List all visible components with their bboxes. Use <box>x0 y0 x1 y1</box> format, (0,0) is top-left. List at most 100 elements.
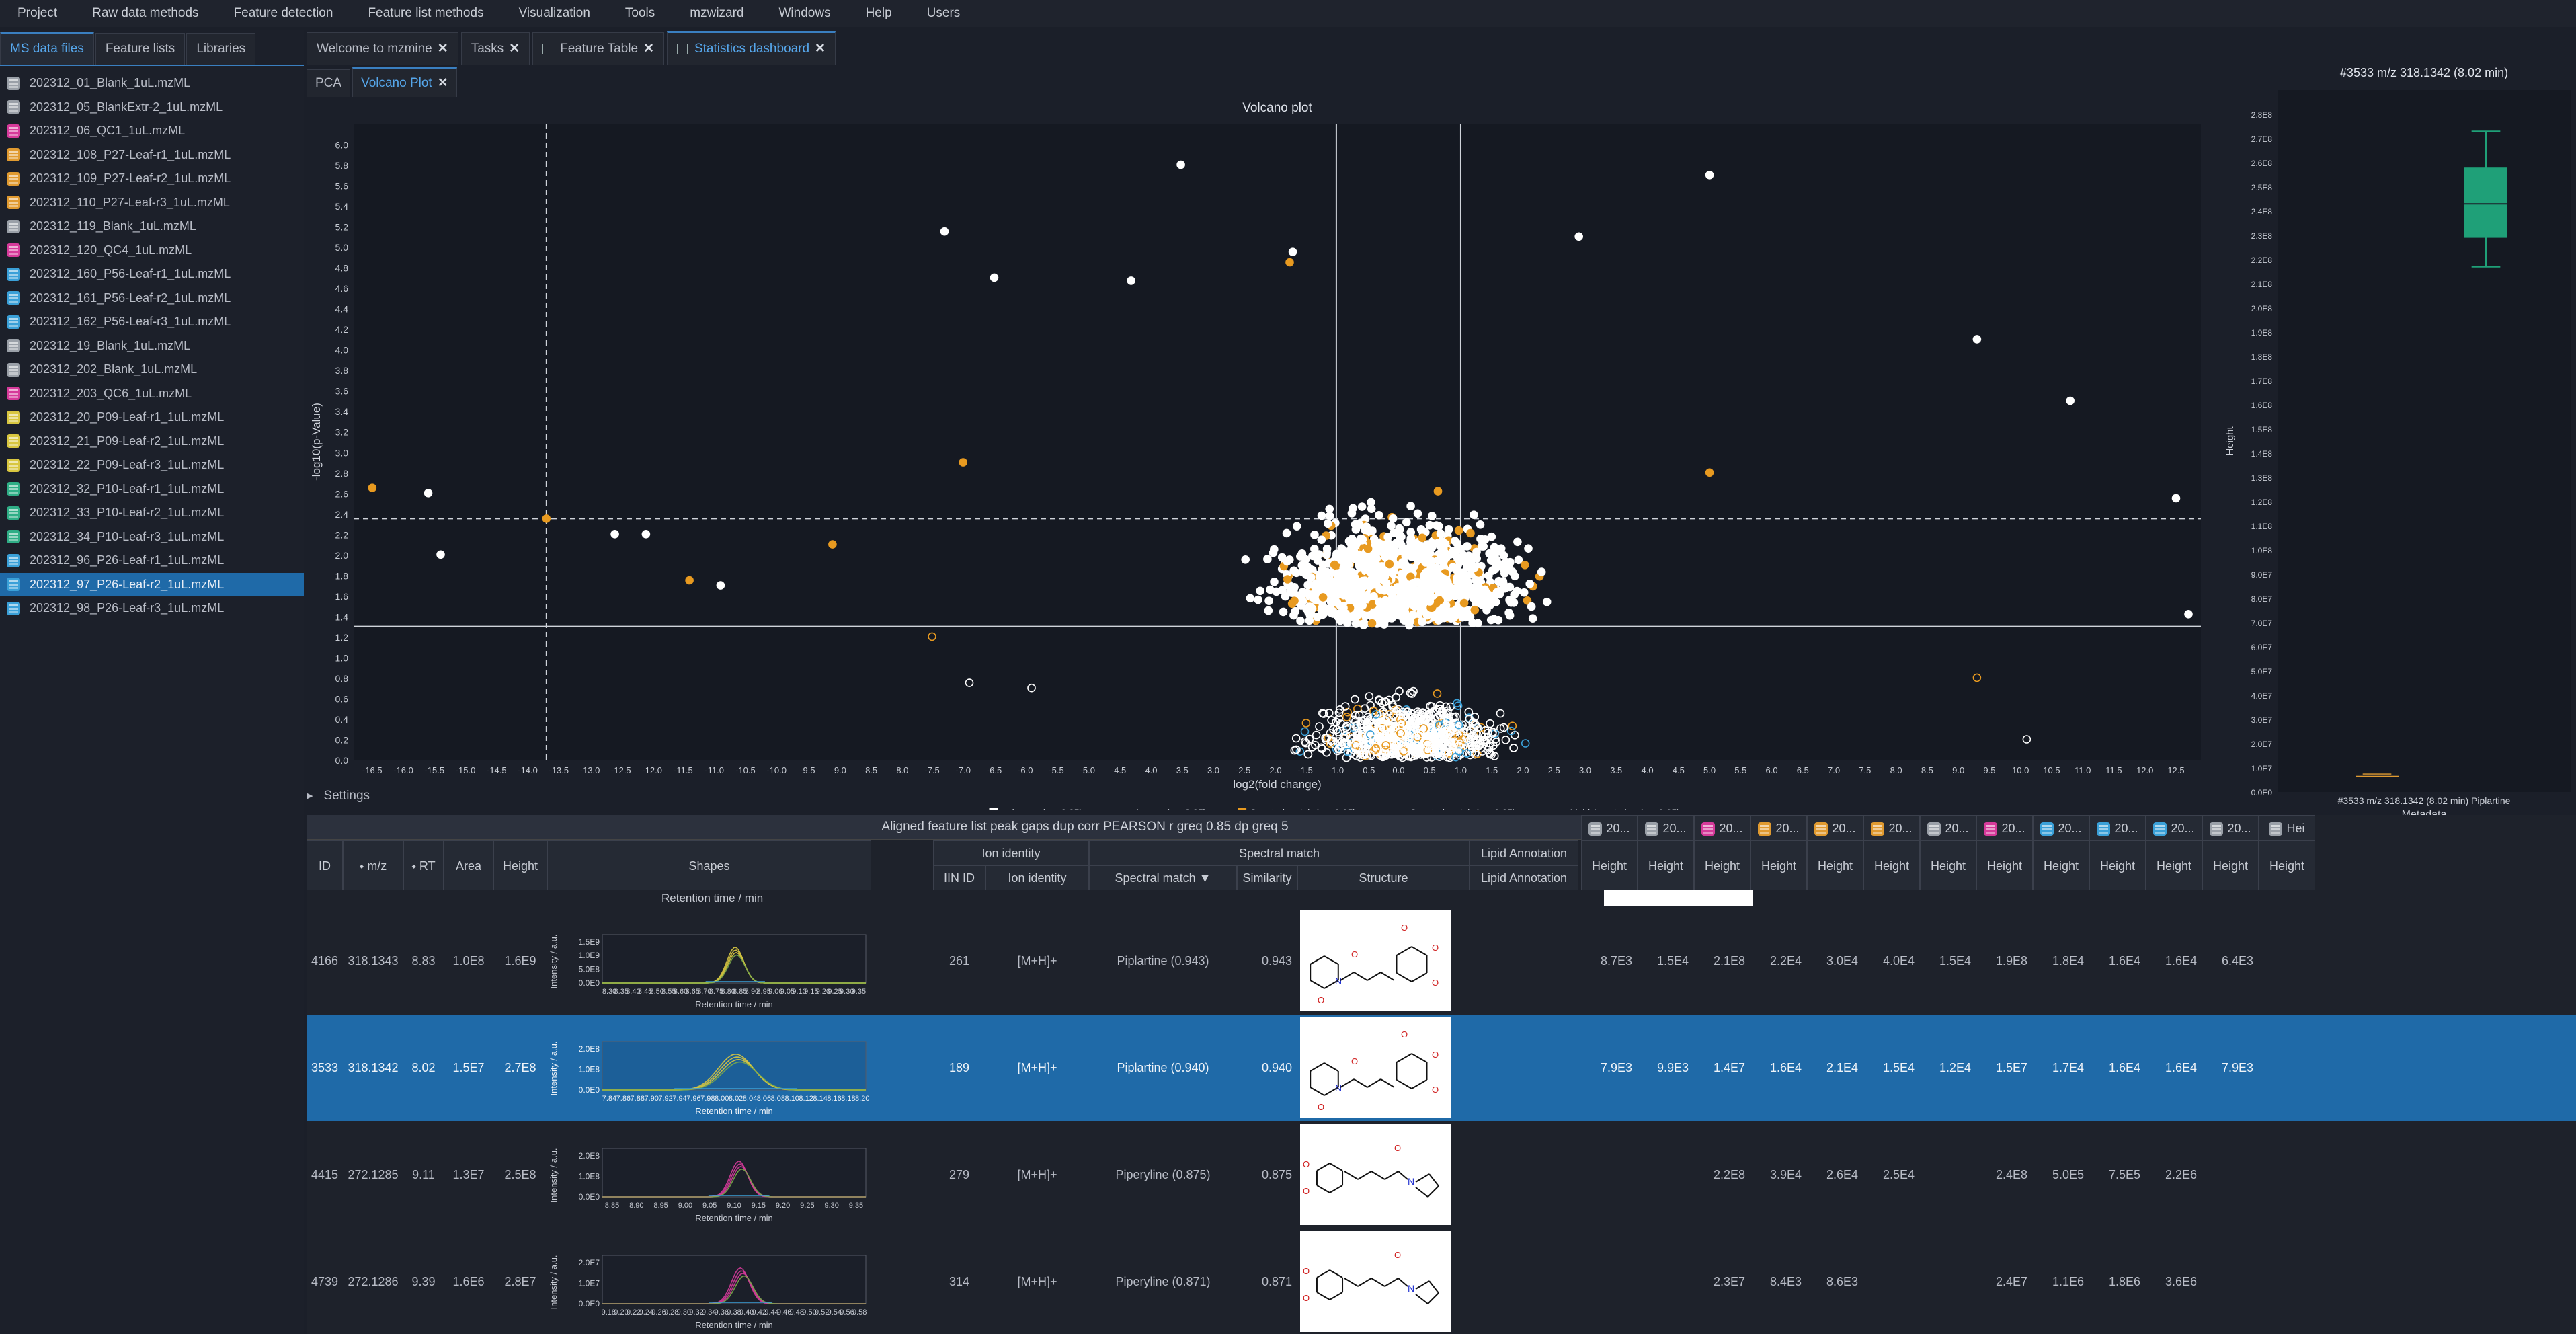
data-point[interactable] <box>1349 613 1358 622</box>
data-point[interactable] <box>1422 567 1431 577</box>
data-point[interactable] <box>1423 610 1432 619</box>
close-icon[interactable]: ✕ <box>643 42 654 56</box>
sample-column-header[interactable]: 20... <box>1581 815 1638 840</box>
data-point[interactable] <box>1310 530 1319 539</box>
data-point[interactable] <box>1406 535 1415 545</box>
data-point[interactable] <box>1388 701 1397 709</box>
data-point[interactable] <box>1486 719 1494 728</box>
data-point[interactable] <box>1431 565 1440 574</box>
menu-item-visualization[interactable]: Visualization <box>518 6 590 20</box>
data-point[interactable] <box>1524 544 1533 553</box>
data-point[interactable] <box>1473 750 1482 758</box>
data-point[interactable] <box>1352 591 1361 600</box>
data-point[interactable] <box>1371 542 1380 551</box>
menu-item-project[interactable]: Project <box>17 6 58 20</box>
data-point[interactable] <box>1418 533 1427 543</box>
data-point[interactable] <box>1386 541 1395 550</box>
data-point[interactable] <box>1355 602 1363 612</box>
menu-item-raw-data-methods[interactable]: Raw data methods <box>92 6 199 20</box>
data-point[interactable] <box>1499 723 1508 732</box>
sample-column-header[interactable]: Hei <box>2259 815 2315 840</box>
data-point[interactable] <box>1424 732 1433 741</box>
data-point[interactable] <box>1334 708 1344 717</box>
data-point[interactable] <box>1487 532 1496 541</box>
data-point[interactable] <box>1369 592 1378 601</box>
data-point[interactable] <box>1296 616 1305 625</box>
file-item[interactable]: 202312_06_QC1_1uL.mzML <box>0 119 304 143</box>
data-point[interactable] <box>1443 720 1452 729</box>
data-point[interactable] <box>1444 524 1453 534</box>
data-point[interactable] <box>1428 707 1438 716</box>
data-point[interactable] <box>1574 232 1583 241</box>
data-point[interactable] <box>1371 710 1381 719</box>
data-point[interactable] <box>1408 729 1416 738</box>
column-header-shapes[interactable]: Shapes <box>547 840 871 890</box>
data-point[interactable] <box>1450 738 1459 748</box>
data-point[interactable] <box>1400 608 1410 617</box>
column-header-similarity[interactable]: Similarity <box>1237 865 1297 890</box>
data-point[interactable] <box>1475 584 1484 593</box>
data-point[interactable] <box>1340 733 1349 742</box>
data-point[interactable] <box>1396 729 1405 738</box>
file-item[interactable]: 202312_22_P09-Leaf-r3_1uL.mzML <box>0 453 304 477</box>
data-point[interactable] <box>1369 734 1379 744</box>
column-header-sample-height[interactable]: Height <box>1694 840 1750 890</box>
data-point[interactable] <box>1365 692 1374 701</box>
data-point[interactable] <box>2066 396 2075 405</box>
data-point[interactable] <box>1454 720 1463 730</box>
data-point[interactable] <box>1455 738 1464 747</box>
data-point[interactable] <box>1361 611 1370 621</box>
data-point[interactable] <box>1500 564 1508 574</box>
data-point[interactable] <box>965 678 974 687</box>
data-point[interactable] <box>1501 736 1511 744</box>
data-point[interactable] <box>1462 608 1472 617</box>
data-point[interactable] <box>1420 554 1428 563</box>
data-point[interactable] <box>1264 606 1273 615</box>
checkbox-icon[interactable] <box>542 43 554 54</box>
checkbox-icon[interactable] <box>676 43 688 54</box>
data-point[interactable] <box>1297 549 1307 558</box>
data-point[interactable] <box>1455 741 1463 750</box>
data-point[interactable] <box>1342 753 1351 762</box>
data-point[interactable] <box>1330 560 1339 570</box>
data-point[interactable] <box>1362 522 1371 531</box>
file-item[interactable]: 202312_19_Blank_1uL.mzML <box>0 334 304 358</box>
data-point[interactable] <box>1396 532 1404 541</box>
data-point[interactable] <box>1379 620 1389 629</box>
data-point[interactable] <box>1463 542 1472 551</box>
file-item[interactable]: 202312_119_Blank_1uL.mzML <box>0 214 304 239</box>
data-point[interactable] <box>1322 544 1332 553</box>
close-icon[interactable]: ✕ <box>437 76 448 90</box>
data-point[interactable] <box>1380 572 1390 582</box>
data-point[interactable] <box>1342 721 1351 731</box>
data-point[interactable] <box>1409 686 1418 696</box>
data-point[interactable] <box>1363 544 1373 553</box>
data-point[interactable] <box>424 488 433 498</box>
data-point[interactable] <box>1357 731 1366 740</box>
data-point[interactable] <box>1318 560 1328 570</box>
data-point[interactable] <box>1027 683 1036 693</box>
data-point[interactable] <box>1416 723 1425 733</box>
box-plot[interactable]: #3533 m/z 318.1342 (8.02 min) 0.0E0 1.0E7 2… <box>2217 65 2576 845</box>
data-point[interactable] <box>1358 735 1367 744</box>
data-point[interactable] <box>1357 584 1366 594</box>
file-item[interactable]: 202312_32_P10-Leaf-r1_1uL.mzML <box>0 477 304 502</box>
data-point[interactable] <box>1339 603 1348 613</box>
data-point[interactable] <box>1381 716 1390 725</box>
data-point[interactable] <box>1306 573 1316 582</box>
data-point[interactable] <box>1432 521 1441 530</box>
data-point[interactable] <box>1466 728 1475 738</box>
feature-shape-chart[interactable]: Intensity / a.u. 0.0E0 1.0E8 2.0E8 8.85 8.90 8… <box>549 1122 873 1228</box>
data-point[interactable] <box>1431 575 1440 584</box>
data-point[interactable] <box>2171 494 2181 503</box>
menu-item-feature-detection[interactable]: Feature detection <box>233 6 333 20</box>
data-point[interactable] <box>1362 718 1371 728</box>
sample-column-header[interactable]: 20... <box>2202 815 2259 840</box>
data-point[interactable] <box>1435 752 1444 761</box>
data-point[interactable] <box>1283 575 1292 584</box>
data-point[interactable] <box>1176 160 1185 169</box>
table-row[interactable]: 3533 318.1342 8.02 1.5E7 2.7E8 189 [M+H]+ Pipla… <box>307 1015 2576 1121</box>
data-point[interactable] <box>1389 514 1398 523</box>
data-point[interactable] <box>1313 613 1322 621</box>
data-point[interactable] <box>1283 557 1291 566</box>
